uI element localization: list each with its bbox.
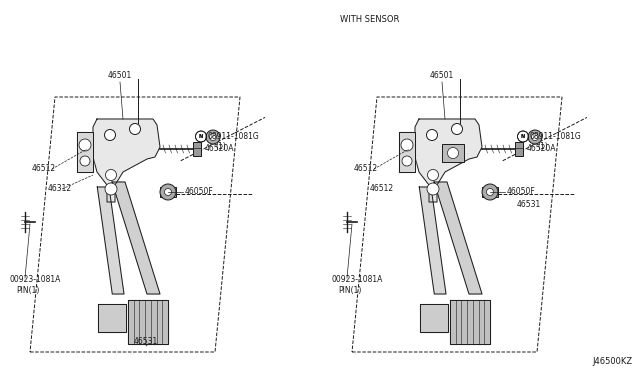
Text: 08911-1081G: 08911-1081G: [208, 132, 260, 141]
Bar: [515, 142, 523, 156]
Polygon shape: [419, 187, 446, 294]
Text: 46531: 46531: [517, 201, 541, 209]
Circle shape: [428, 170, 438, 180]
Circle shape: [486, 189, 493, 196]
Text: (1): (1): [215, 142, 226, 151]
Text: N: N: [199, 134, 203, 139]
Circle shape: [401, 139, 413, 151]
Circle shape: [427, 183, 439, 195]
Text: 46512: 46512: [354, 164, 378, 173]
Circle shape: [164, 189, 172, 196]
Circle shape: [209, 134, 216, 141]
Circle shape: [206, 130, 220, 144]
Polygon shape: [77, 132, 93, 172]
Text: 46050F: 46050F: [507, 187, 536, 196]
Text: WITH SENSOR: WITH SENSOR: [340, 16, 399, 25]
Polygon shape: [450, 300, 490, 344]
Text: 46512: 46512: [32, 164, 56, 173]
Circle shape: [79, 139, 91, 151]
Bar: [442, 144, 464, 162]
Polygon shape: [434, 182, 482, 294]
Bar: [482, 187, 498, 197]
Polygon shape: [399, 132, 415, 172]
Polygon shape: [415, 119, 482, 202]
Circle shape: [402, 156, 412, 166]
Circle shape: [447, 148, 458, 158]
Polygon shape: [98, 304, 126, 332]
Text: 46512: 46512: [370, 185, 394, 193]
Polygon shape: [128, 300, 168, 344]
Polygon shape: [97, 187, 124, 294]
Text: N: N: [199, 134, 203, 139]
Text: PIN(1): PIN(1): [16, 285, 40, 295]
Text: 46531: 46531: [134, 337, 158, 346]
Circle shape: [104, 129, 115, 141]
Circle shape: [105, 183, 117, 195]
Bar: [160, 187, 176, 197]
Text: 46520A: 46520A: [205, 144, 234, 153]
Polygon shape: [112, 182, 160, 294]
Circle shape: [528, 130, 542, 144]
Circle shape: [426, 129, 438, 141]
Text: PIN(1): PIN(1): [338, 285, 362, 295]
Text: 00923-1081A: 00923-1081A: [10, 276, 61, 285]
Text: 46520A: 46520A: [527, 144, 557, 153]
Circle shape: [482, 184, 498, 200]
Text: 46501: 46501: [430, 71, 454, 80]
Text: 46501: 46501: [108, 71, 132, 80]
Text: (1): (1): [537, 142, 548, 151]
Polygon shape: [420, 304, 448, 332]
Polygon shape: [93, 119, 160, 202]
Circle shape: [160, 184, 176, 200]
Circle shape: [451, 124, 463, 135]
Text: 46050F: 46050F: [185, 187, 214, 196]
Text: N: N: [521, 134, 525, 139]
Text: 08911-1081G: 08911-1081G: [530, 132, 582, 141]
Circle shape: [531, 134, 538, 141]
Text: 46312: 46312: [48, 185, 72, 193]
Text: J46500KZ: J46500KZ: [592, 357, 632, 366]
Circle shape: [106, 170, 116, 180]
Circle shape: [129, 124, 141, 135]
Bar: [193, 142, 201, 156]
Text: 00923-1081A: 00923-1081A: [332, 276, 383, 285]
Text: N: N: [521, 134, 525, 139]
Circle shape: [80, 156, 90, 166]
